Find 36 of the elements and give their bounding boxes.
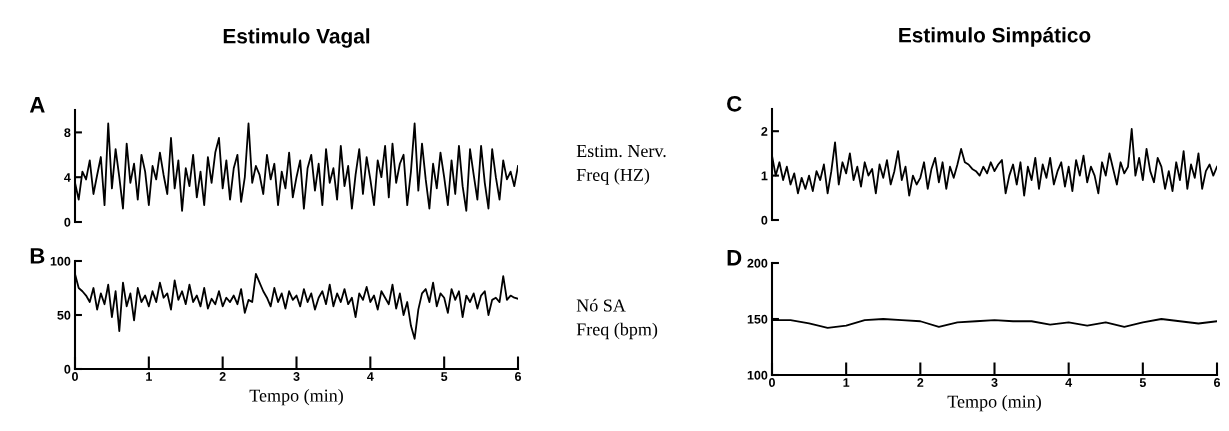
x-tick-label: 3: [991, 378, 998, 387]
text: D: [727, 250, 742, 266]
y-tick-label: 0: [64, 217, 71, 227]
text: A: [29, 97, 45, 113]
y-tick-label: 8: [64, 128, 71, 138]
y-tick-label: 4: [64, 173, 71, 182]
x-tick-label: 6: [1213, 378, 1221, 387]
y-tick-label: 0: [761, 215, 768, 225]
chart-title: Estimulo Vagal: [223, 28, 370, 48]
y-tick-label: 150: [747, 314, 768, 324]
x-tick-label: 5: [441, 372, 448, 381]
y-axis-title: Nó SA Freq (bpm): [576, 298, 658, 340]
x-tick-label: 0: [769, 378, 775, 387]
x-tick-label: 4: [1065, 378, 1073, 387]
x-tick-label: 6: [514, 372, 522, 381]
chart-title: Estimulo Simpático: [899, 27, 1091, 47]
x-tick-label: 5: [1139, 378, 1146, 387]
x-tick-label: 0: [72, 372, 78, 381]
y-tick-label: 50: [57, 310, 71, 320]
x-tick-label: 2: [219, 372, 226, 381]
y-tick-label: 200: [747, 258, 768, 268]
y-tick-label: 0: [64, 364, 71, 374]
text: B: [30, 248, 45, 264]
y-tick-label: 2: [761, 127, 768, 136]
x-axis-title: Tempo (min): [947, 394, 1041, 412]
y-tick-label: 100: [50, 256, 71, 266]
x-tick-label: 1: [146, 372, 152, 381]
x-tick-label: 1: [843, 378, 850, 387]
text: C: [727, 95, 742, 112]
x-tick-label: 2: [917, 378, 924, 387]
y-tick-label: 100: [747, 370, 768, 380]
y-axis-title: Estim. Nerv. Freq (HZ): [576, 144, 666, 185]
x-axis-title: Tempo (min): [249, 388, 343, 406]
y-tick-label: 1: [761, 171, 768, 181]
x-tick-label: 4: [367, 372, 374, 381]
x-tick-label: 3: [293, 372, 300, 381]
